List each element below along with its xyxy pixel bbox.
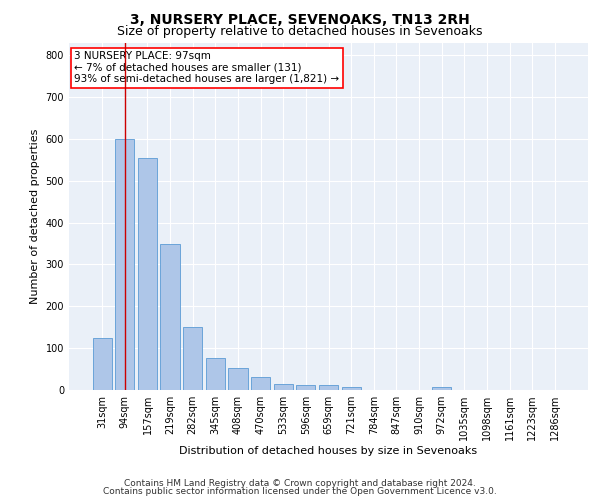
Text: Contains HM Land Registry data © Crown copyright and database right 2024.: Contains HM Land Registry data © Crown c… [124,478,476,488]
Text: Contains public sector information licensed under the Open Government Licence v3: Contains public sector information licen… [103,487,497,496]
Text: 3, NURSERY PLACE, SEVENOAKS, TN13 2RH: 3, NURSERY PLACE, SEVENOAKS, TN13 2RH [130,12,470,26]
Bar [432,386,451,390]
Bar [183,327,202,390]
Bar [160,244,180,390]
Bar [115,139,134,390]
Bar [296,384,316,390]
Bar [138,158,157,390]
Y-axis label: Number of detached properties: Number of detached properties [30,128,40,304]
Bar [319,384,338,390]
X-axis label: Distribution of detached houses by size in Sevenoaks: Distribution of detached houses by size … [179,446,478,456]
Bar [341,387,361,390]
Bar [229,368,248,390]
Bar [251,378,270,390]
Text: Size of property relative to detached houses in Sevenoaks: Size of property relative to detached ho… [117,25,483,38]
Bar [274,384,293,390]
Bar [92,338,112,390]
Text: 3 NURSERY PLACE: 97sqm
← 7% of detached houses are smaller (131)
93% of semi-det: 3 NURSERY PLACE: 97sqm ← 7% of detached … [74,51,340,84]
Bar [206,358,225,390]
